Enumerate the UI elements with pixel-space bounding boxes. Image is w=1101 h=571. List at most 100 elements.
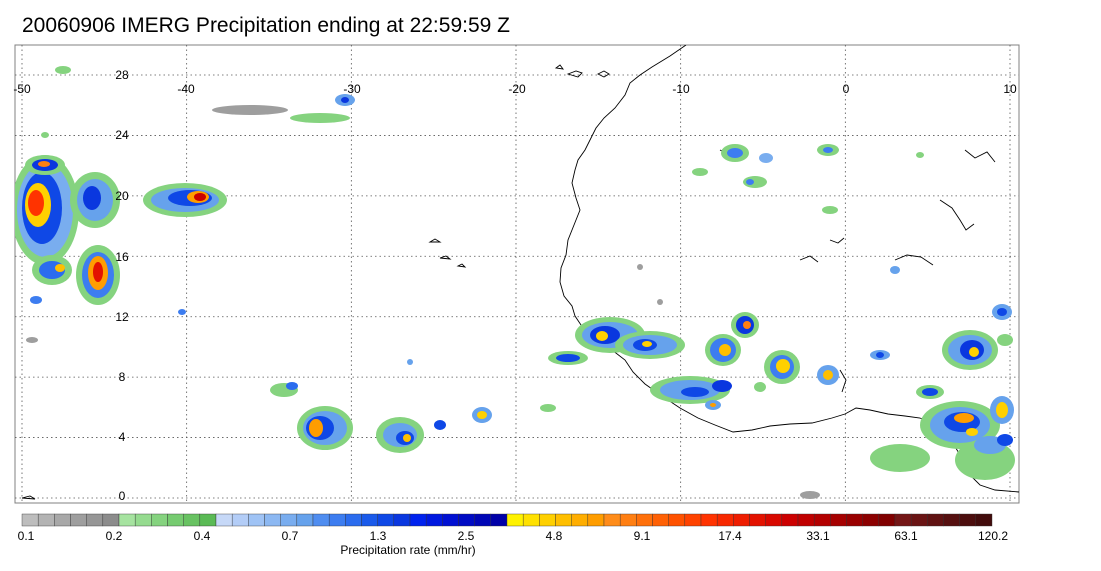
colorbar-swatch [118, 513, 136, 527]
precip-cell [731, 312, 759, 338]
precip-cell [15, 155, 79, 265]
colorbar-swatch [668, 513, 686, 527]
precip-cell [32, 255, 72, 285]
precip-cell [376, 417, 424, 453]
colorbar-swatch [377, 513, 395, 527]
colorbar-tick-label: 9.1 [634, 529, 651, 543]
colorbar-tick-label: 1.3 [370, 529, 387, 543]
colorbar-swatch [312, 513, 330, 527]
precip-cell [70, 172, 120, 228]
colorbar-swatch [555, 513, 572, 527]
colorbar-swatch [959, 513, 977, 527]
island [428, 238, 442, 243]
colorbar-swatch [765, 513, 783, 527]
colorbar-swatch [894, 513, 912, 527]
colorbar-swatch [264, 513, 281, 527]
colorbar-swatch [474, 513, 492, 527]
colorbar-swatch [37, 513, 55, 527]
colorbar-swatch [151, 513, 168, 527]
colorbar-swatch [652, 513, 669, 527]
precip-cell [920, 401, 1000, 449]
map-frame [14, 44, 1020, 504]
lon-label: -10 [672, 82, 690, 96]
colorbar-swatch [506, 513, 524, 527]
colorbar-swatch [280, 513, 298, 527]
colorbar-swatch [345, 513, 362, 527]
lon-label: 0 [843, 82, 850, 96]
river [839, 369, 847, 393]
precip-cell [942, 330, 998, 370]
colorbar-tick-label: 0.1 [18, 529, 35, 543]
colorbar-swatch [215, 513, 233, 527]
lon-label: -40 [177, 82, 195, 96]
colorbar-swatch [636, 513, 653, 527]
map-title: 20060906 IMERG Precipitation ending at 2… [22, 14, 510, 37]
colorbar-swatch [781, 513, 799, 527]
colorbar-swatch [458, 513, 475, 527]
colorbar-swatch [167, 513, 184, 527]
precip-cell [764, 350, 800, 384]
colorbar-swatch [183, 513, 201, 527]
colorbar-swatch [393, 513, 411, 527]
colorbar-swatch [248, 513, 265, 527]
colorbar-swatch [522, 513, 540, 527]
colorbar [21, 513, 993, 527]
river [829, 237, 845, 244]
colorbar-swatch [587, 513, 605, 527]
lon-label: 10 [1003, 82, 1017, 96]
colorbar-tick-label: 0.7 [282, 529, 299, 543]
lat-label: 16 [115, 250, 129, 264]
colorbar-swatch [571, 513, 589, 527]
colorbar-swatch [927, 513, 944, 527]
colorbar-tick-label: 0.2 [106, 529, 123, 543]
precip-cell [705, 334, 741, 366]
colorbar-swatch [296, 513, 314, 527]
lon-label: -30 [343, 82, 361, 96]
island [456, 263, 467, 268]
colorbar-swatch [846, 513, 863, 527]
precip-cell [650, 376, 730, 404]
colorbar-tick-label: 2.5 [458, 529, 475, 543]
colorbar-swatch [603, 513, 621, 527]
colorbar-swatch [700, 513, 718, 527]
colorbar-swatch [231, 513, 249, 527]
colorbar-swatch [409, 513, 427, 527]
lat-label: 12 [115, 310, 129, 324]
river [799, 255, 819, 263]
precip-cell [76, 245, 120, 305]
longitude-labels: -50 -40 -30 -20 -10 0 10 [13, 82, 1017, 96]
island [554, 64, 565, 70]
island [21, 495, 36, 500]
colorbar-swatch [361, 513, 378, 527]
lake [939, 199, 975, 231]
precip-cell [25, 155, 65, 175]
colorbar-swatch [830, 513, 847, 527]
colorbar-swatch [102, 513, 120, 527]
colorbar-tick-label: 63.1 [894, 529, 918, 543]
lat-label: 4 [119, 430, 126, 444]
colorbar-swatch [442, 513, 459, 527]
precip-cell [143, 183, 227, 217]
colorbar-tick-label: 120.2 [978, 529, 1008, 543]
island [566, 70, 583, 78]
colorbar-swatch [134, 513, 152, 527]
colorbar-swatch [943, 513, 960, 527]
colorbar-swatch [797, 513, 815, 527]
precipitation-field [15, 66, 1015, 499]
colorbar-swatch [539, 513, 556, 527]
colorbar-swatch [490, 513, 508, 527]
colorbar-tick-labels: 0.1 0.2 0.4 0.7 1.3 2.5 4.8 9.1 17.4 33.… [18, 529, 1009, 543]
colorbar-swatch [975, 513, 993, 527]
precip-cell [297, 406, 353, 450]
latitude-labels: 28 24 20 16 12 8 4 0 [115, 68, 129, 503]
colorbar-tick-label: 0.4 [194, 529, 211, 543]
precip-cell [615, 331, 685, 359]
colorbar-swatch [910, 513, 928, 527]
colorbar-swatch [54, 513, 71, 527]
colorbar-swatch [21, 513, 39, 527]
river [964, 149, 996, 163]
lat-label: 0 [119, 489, 126, 503]
colorbar-swatch [813, 513, 831, 527]
colorbar-swatch [862, 513, 880, 527]
